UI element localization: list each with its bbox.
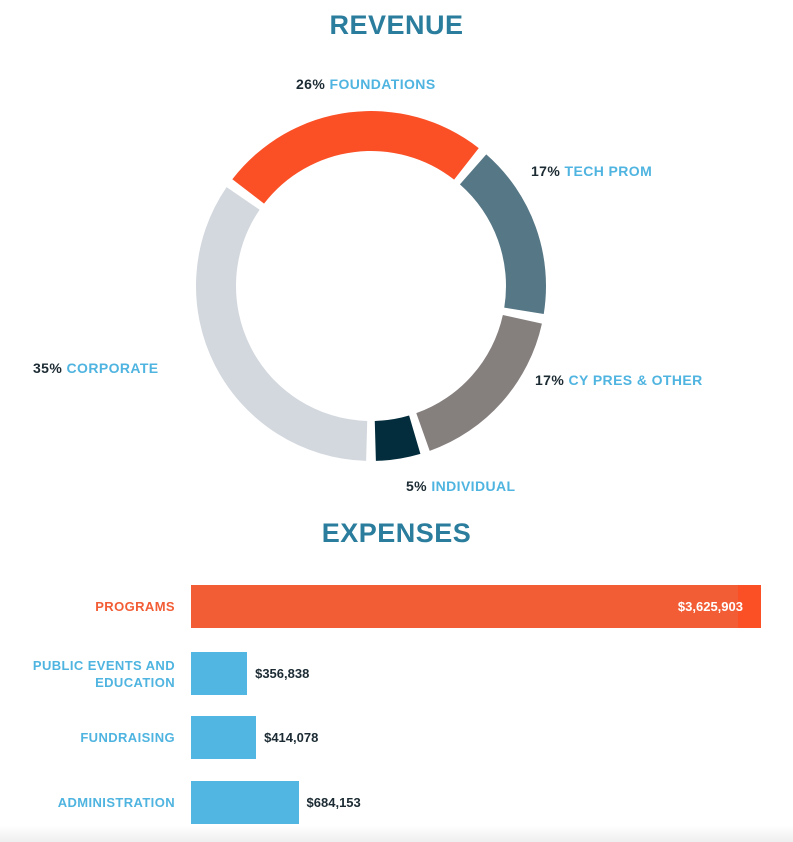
label-corporate: 35% CORPORATE	[33, 360, 159, 376]
bar-label: PROGRAMS	[95, 599, 175, 614]
label-pct: 5%	[406, 478, 428, 494]
label-name: FOUNDATIONS	[329, 76, 436, 92]
revenue-title: REVENUE	[329, 10, 464, 40]
label-pct: 35%	[33, 360, 63, 376]
label-name: TECH PROM	[564, 163, 653, 179]
revenue-donut-chart	[195, 110, 546, 461]
donut-slice-individual	[374, 415, 421, 461]
donut-slice-corporate	[195, 187, 368, 461]
label-name: INDIVIDUAL	[431, 478, 516, 494]
donut-slice-tech-prom	[459, 154, 546, 314]
donut-slice-cy-pres-other	[416, 314, 542, 451]
label-name: CY PRES & OTHER	[568, 372, 703, 388]
bar-value-label: $356,838	[255, 666, 310, 681]
label-pct: 26%	[296, 76, 326, 92]
bar-label: FUNDRAISING	[80, 730, 175, 745]
bar-label: ADMINISTRATION	[57, 795, 175, 810]
donut-slice-foundations	[232, 110, 479, 204]
label-foundations: 26% FOUNDATIONS	[296, 76, 436, 92]
expenses-title: EXPENSES	[321, 518, 472, 548]
bar-label: PUBLIC EVENTS AND EDUCATION	[32, 657, 175, 690]
label-name: CORPORATE	[66, 360, 159, 376]
bar-value-label: $414,078	[264, 730, 319, 745]
bar-value-label: $3,625,903	[677, 599, 743, 614]
label-cy-pres: 17% CY PRES & OTHER	[535, 372, 703, 388]
label-pct: 17%	[535, 372, 565, 388]
footer-shadow	[0, 826, 793, 842]
bar-programs	[191, 585, 761, 628]
label-tech-prom: 17% TECH PROM	[531, 163, 652, 179]
bar-public-events-and-education	[191, 652, 248, 695]
bar-value-label: $684,153	[306, 795, 361, 810]
bar-administration	[191, 781, 299, 824]
bar-fundraising	[191, 716, 257, 759]
label-individual: 5% INDIVIDUAL	[406, 478, 515, 494]
label-pct: 17%	[531, 163, 561, 179]
